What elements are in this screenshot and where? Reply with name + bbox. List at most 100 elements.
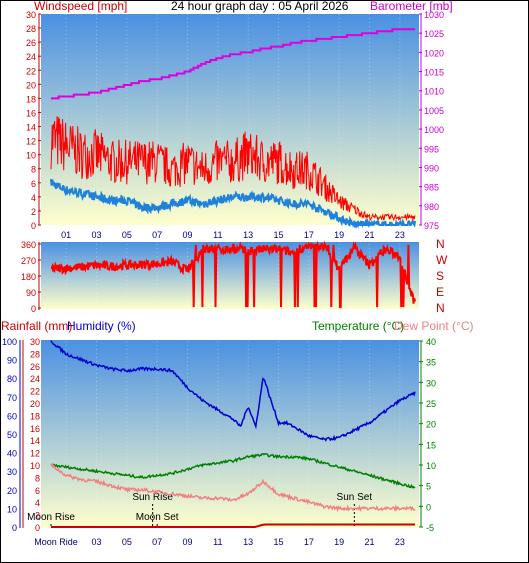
baro-tick-1015: 1015 [424,68,444,78]
wind-tick-24: 24 [26,52,36,62]
clim-hour-tick-8: 17 [304,537,314,547]
rain-tick-20: 20 [30,399,40,409]
hour-tick-01: 01 [61,230,71,240]
temp-tick--5: -5 [426,523,434,533]
barometer-axis-ticks: 975 980 985 990 995 1000 1005 1010 1015 1020 1025 1… [419,10,444,231]
clim-hour-tick-9: 19 [334,537,344,547]
temp-tick-10: 10 [426,461,436,471]
temp-tick-20: 20 [426,420,436,430]
clim-hour-tick-2: 05 [122,537,132,547]
direction-axis-ticks: 0 90 180 270 360 [21,240,41,314]
wind-tick-30: 30 [26,10,36,20]
rain-tick-10: 10 [30,461,40,471]
compass-N-4: N [436,301,445,315]
wind-tick-6: 6 [31,179,36,189]
hum-tick-30: 30 [7,467,17,477]
wind-direction-series [50,240,416,309]
wind-tick-10: 10 [26,151,36,161]
temp-tick-0: 0 [426,502,431,512]
hum-tick-100: 100 [2,337,17,347]
hum-tick-90: 90 [7,356,17,366]
temp-tick-15: 15 [426,440,436,450]
clim-hour-tick-10: 21 [364,537,374,547]
climate-plot-area [41,340,419,528]
hum-tick-20: 20 [7,486,17,496]
wind-tick-16: 16 [26,108,36,118]
hum-tick-80: 80 [7,374,17,384]
annotation-1: Moon Set [136,512,179,523]
clim-hour-tick-11: 23 [395,537,405,547]
clim-hour-tick-5: 11 [213,537,222,547]
hour-tick-23: 23 [395,230,405,240]
hour-tick-03: 03 [91,230,101,240]
rain-tick-12: 12 [30,449,40,459]
dir-tick-0: 0 [31,304,36,314]
temp-tick-35: 35 [426,358,436,368]
rain-tick-30: 30 [30,337,40,347]
temperature-series [50,453,416,489]
wind-tick-28: 28 [26,24,36,34]
baro-tick-975: 975 [424,221,439,231]
dir-tick-360: 360 [21,240,36,250]
baro-tick-1020: 1020 [424,48,444,58]
hum-tick-70: 70 [7,393,17,403]
clim-hour-tick-3: 07 [152,537,162,547]
hum-tick-0: 0 [12,523,17,533]
temp-tick-25: 25 [426,399,436,409]
average-speed-series [50,178,416,229]
windspeed-axis-label: Windspeed [mph] [34,0,127,13]
rain-tick-0: 0 [35,523,40,533]
dir-tick-180: 180 [21,272,36,282]
temp-tick-40: 40 [426,337,436,347]
rain-tick-18: 18 [30,411,40,421]
hour-tick-19: 19 [334,230,344,240]
hum-tick-40: 40 [7,449,17,459]
annotation-0: Moon Rise [27,512,75,523]
temp-tick-5: 5 [426,482,431,492]
humidity-axis-ticks: 0 10 20 30 40 50 60 70 80 90 100 [2,337,17,533]
rainfall-series [51,523,415,528]
annotation-2: Sun Rise [132,492,173,503]
baro-tick-1005: 1005 [424,106,444,116]
rain-tick-14: 14 [30,436,40,446]
hour-tick-13: 13 [243,230,253,240]
dewpoint-axis-label: Dew Point (°C) [394,319,473,333]
compass-E-3: E [436,285,444,299]
baro-tick-1025: 1025 [424,29,444,39]
hour-tick-11: 11 [213,230,222,240]
hour-tick-05: 05 [122,230,132,240]
hour-tick-09: 09 [182,230,192,240]
dir-tick-270: 270 [21,256,36,266]
rain-tick-6: 6 [35,486,40,496]
rain-tick-22: 22 [30,387,40,397]
clim-hour-tick-6: 13 [243,537,253,547]
baro-tick-985: 985 [424,183,439,193]
dir-tick-90: 90 [26,288,36,298]
wind-tick-22: 22 [26,66,36,76]
windspeed-series [50,116,416,222]
temperature-axis-ticks: -5 0 5 10 15 20 25 30 35 40 [419,337,436,533]
wind-tick-12: 12 [26,137,36,147]
clim-hour-tick-1: 03 [91,537,101,547]
hum-tick-60: 60 [7,411,17,421]
climate-grid [65,341,401,527]
hour-axis-ticks: 01 03 05 07 09 11 13 15 17 19 21 23 [61,230,405,240]
annotation-3: Sun Set [337,492,373,503]
rainfall-axis-label: Rainfall (mm) [1,319,72,333]
compass-N-0: N [436,237,445,251]
compass-W-1: W [436,253,448,267]
dewpoint-series [50,462,416,513]
clim-hour-tick-4: 09 [182,537,192,547]
rain-tick-4: 4 [35,498,40,508]
hour-tick-17: 17 [304,230,314,240]
hour-tick-21: 21 [364,230,374,240]
rain-tick-8: 8 [35,473,40,483]
chart-title: 24 hour graph day : 05 April 2026 [171,0,349,13]
baro-tick-1000: 1000 [424,125,444,135]
rain-tick-16: 16 [30,424,40,434]
